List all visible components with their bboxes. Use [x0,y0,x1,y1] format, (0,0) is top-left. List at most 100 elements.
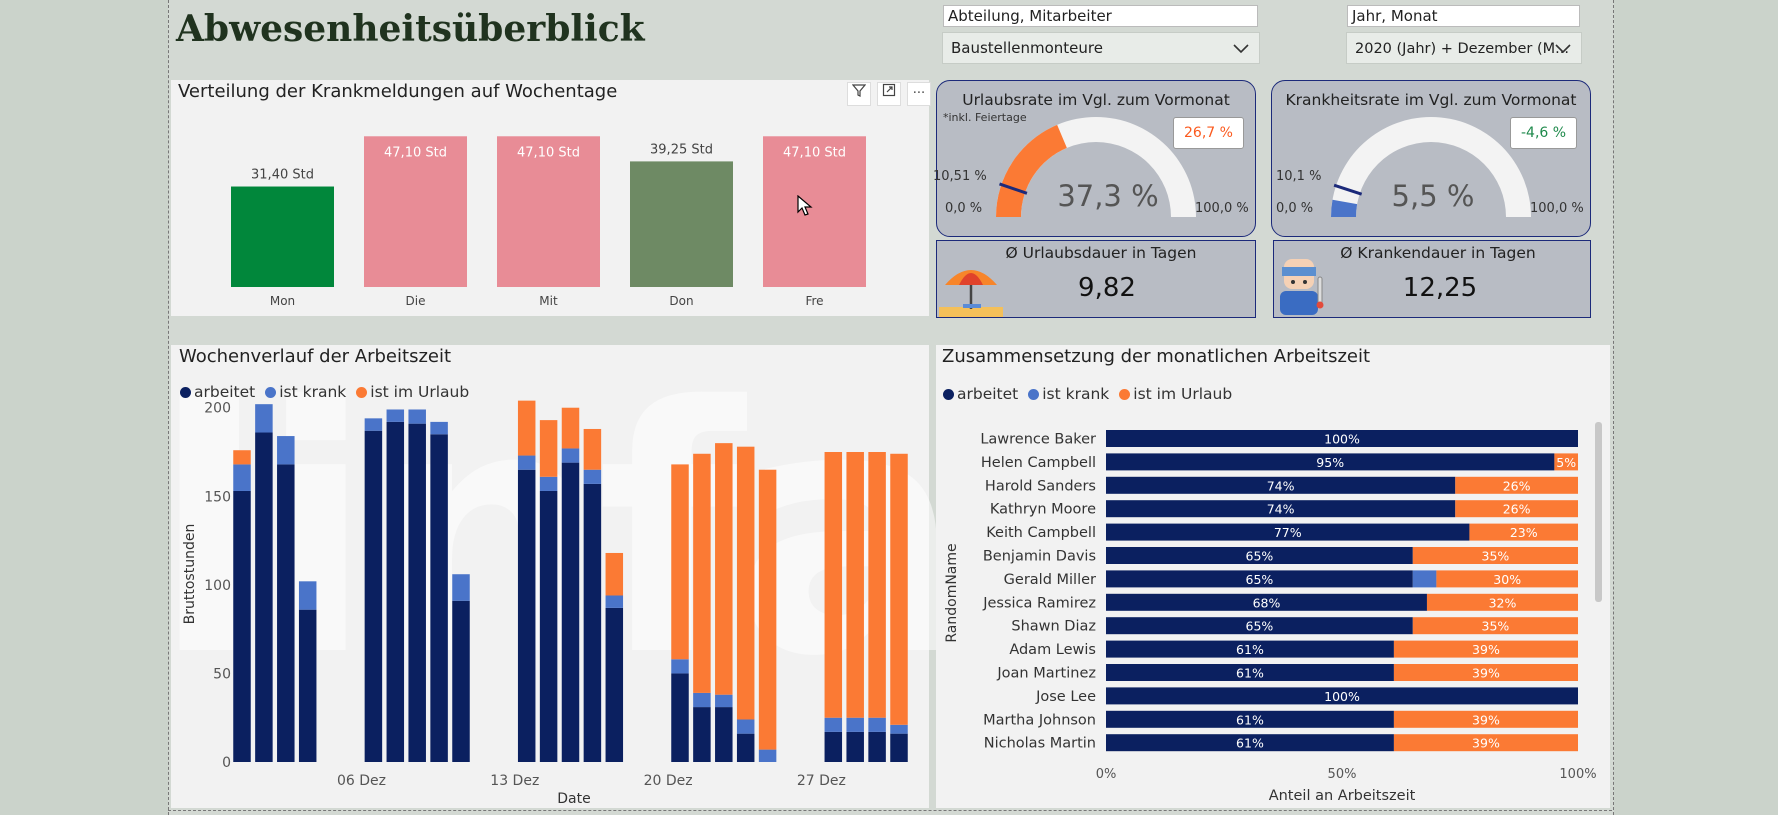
bar-segment-worked [364,430,383,762]
vacation-rate-title: Urlaubsrate im Vgl. zum Vormonat [962,91,1230,109]
legend-item-worked[interactable]: arbeitet [943,385,1018,403]
bar-segment-worked [1106,547,1413,564]
vacation-rate-gauge [996,117,1196,217]
x-tick-label: 50% [1328,767,1357,782]
bar-segment-sick [364,418,383,431]
vacation-rate-max: 100,0 % [1195,201,1249,216]
sick-person-icon [1280,259,1324,315]
bar-segment-worked [1106,523,1470,541]
bar-segment-worked [452,600,470,762]
sick-days-title: Ø Krankendauer in Tagen [1340,244,1536,262]
category-label: Jessica Ramirez [982,595,1096,611]
category-label: Nicholas Martin [984,736,1096,752]
bar-segment-sick [386,409,405,422]
visual-toolbar: ··· [847,82,931,106]
x-tick-label: Mon [270,294,295,308]
bar-segment-worked [1106,734,1394,752]
bar-data-label: 5% [1556,455,1576,470]
bar-segment-sick [583,469,602,484]
bar-segment-worked [868,731,886,762]
bar-segment-worked [671,673,689,762]
monthly-panel-title: Zusammensetzung der monatlichen Arbeitsz… [942,346,1371,367]
bar-segment-sick [758,749,777,762]
sick-rate-gauge [1331,117,1531,217]
bar-segment-vacation [1393,710,1578,728]
bar-data-label: 77% [1274,525,1302,540]
bar-data-label: 35% [1482,619,1510,634]
legend-label-worked: arbeitet [194,383,256,401]
bar-segment-sick [693,692,711,708]
bar-segment-sick [277,436,295,465]
vacation-rate-note: *inkl. Feiertage [943,111,1027,124]
bar-segment-sick [605,595,624,608]
bar-data-label: 26% [1503,502,1531,517]
legend-label-sick: ist krank [279,383,347,401]
bar-data-label: 61% [1236,712,1264,727]
page-title: Abwesenheitsüberblick [176,8,645,50]
bar-segment-sick [233,464,251,491]
weekly-panel: linfa Wochenverlauf der Arbeitszeit arbe… [151,335,963,808]
bar-segment-sick [561,448,580,463]
bar-data-label: 31,40 Std [251,168,314,183]
x-tick-label: Mit [539,294,558,308]
gauge-fill [996,124,1067,217]
bar-data-label: 61% [1236,736,1264,751]
legend-item-sick[interactable]: ist krank [1028,385,1109,403]
bar-segment-worked [1106,500,1456,518]
weekly-panel-title: Wochenverlauf der Arbeitszeit [179,346,452,367]
x-tick-label: 13 Dez [490,773,539,789]
legend-item-vacation[interactable]: ist im Urlaub [356,383,469,401]
bar-data-label: 100% [1324,432,1360,447]
bar-segment-sick [868,717,886,732]
bar-segment-vacation [868,452,886,718]
category-label: Helen Campbell [981,455,1096,471]
bar-segment-worked [298,609,317,762]
legend-item-worked[interactable]: arbeitet [180,383,255,401]
dept-slicer-dropdown[interactable]: Baustellenmonteure [942,32,1260,64]
x-tick-label: 06 Dez [337,773,386,789]
bar-segment-vacation [605,552,624,596]
period-slicer-label: Jahr, Monat [1347,5,1580,27]
legend-label-worked: arbeitet [957,385,1019,403]
legend-label-vacation: ist im Urlaub [370,383,470,401]
category-label: Adam Lewis [1009,642,1096,658]
legend-item-sick[interactable]: ist krank [265,383,346,401]
category-label: Harold Sanders [985,478,1096,494]
bar-segment-vacation [846,452,864,718]
bar-segment-sick [736,719,755,734]
more-options-icon[interactable]: ··· [907,82,931,106]
bar-segment-vacation [583,428,602,470]
bar-data-label: 65% [1246,619,1274,634]
bar-segment-vacation [1412,617,1578,635]
focus-mode-icon[interactable] [877,82,901,106]
bar-segment-sick [1412,570,1437,588]
bar-data-label: 95% [1316,455,1344,470]
bar-segment-worked [255,432,273,762]
x-tick-label: 20 Dez [644,773,693,789]
period-slicer-dropdown[interactable]: 2020 (Jahr) + Dezember (M... [1346,32,1582,64]
bar-segment-worked [715,707,733,762]
filter-icon[interactable] [847,82,871,106]
bar-segment-worked [1106,710,1394,728]
period-slicer-value: 2020 (Jahr) + Dezember (M... [1355,41,1569,57]
vacation-rate-min: 0,0 % [945,201,983,216]
bar-segment-sick [408,409,426,424]
bar-data-label: 39% [1472,642,1500,657]
bar-data-label: 39% [1472,712,1500,727]
bar-segment-worked [1106,570,1413,588]
bar-segment-sick [846,717,864,732]
vacation-rate-delta: 26,7 % [1184,125,1233,141]
bar-segment-worked [1106,664,1394,681]
sick-rate-value: 5,5 % [1391,179,1475,213]
scrollbar[interactable] [1595,422,1602,602]
weekday-panel: Verteilung der Krankmeldungen auf Wochen… [171,80,931,316]
bar-segment-worked [1106,593,1427,611]
y-axis-label: RandomName [944,543,960,642]
bar-segment-vacation [1393,734,1578,752]
bar-fre [763,136,866,287]
bar-segment-vacation [693,453,711,693]
bar-segment-worked [846,731,864,762]
bar-segment-vacation [715,443,733,695]
sick-rate-delta: -4,6 % [1521,125,1567,141]
legend-item-vacation[interactable]: ist im Urlaub [1119,385,1232,403]
